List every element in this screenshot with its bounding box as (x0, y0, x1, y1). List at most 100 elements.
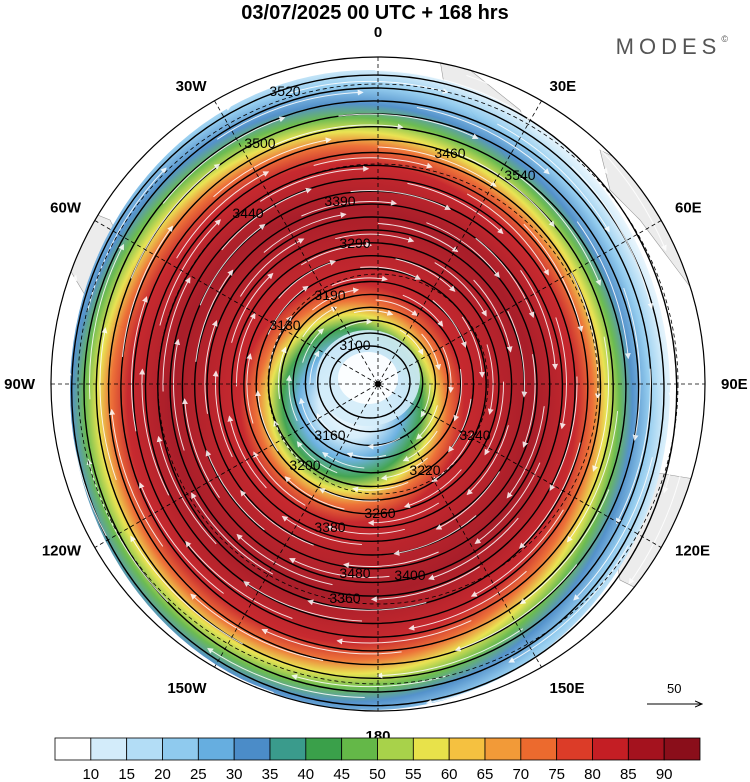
contour-label: 3160 (314, 427, 345, 443)
colorbar-swatch (448, 737, 486, 761)
streamline (65, 369, 107, 537)
lon-label-90w: 90W (4, 376, 36, 393)
streamline (221, 187, 312, 251)
streamline (416, 107, 550, 175)
streamline (181, 398, 220, 498)
contour-label: 3290 (339, 235, 370, 251)
streamline (375, 70, 533, 121)
streamline (162, 116, 286, 204)
streamline (285, 374, 298, 422)
colorbar-swatch (269, 737, 307, 761)
streamline (173, 338, 185, 451)
streamline (428, 517, 519, 581)
streamline (431, 433, 473, 483)
streamline (99, 327, 117, 481)
streamline (236, 533, 333, 586)
contour-label: 3240 (459, 427, 490, 443)
contour-line (317, 332, 424, 433)
colorbar-tick-label: 55 (405, 766, 422, 782)
streamline (227, 415, 267, 489)
streamline (132, 593, 274, 694)
streamline (289, 80, 449, 94)
streamline (191, 492, 274, 575)
colorbar-swatch (233, 737, 271, 761)
streamline (199, 224, 266, 306)
streamline (508, 545, 629, 663)
streamline (573, 457, 653, 601)
colorbar-tick-label: 20 (154, 766, 171, 782)
streamline (623, 287, 641, 441)
streamline (616, 368, 651, 525)
colorbar-swatch (556, 737, 593, 761)
contour-line (243, 254, 500, 515)
contour-line (292, 306, 449, 460)
streamline (339, 318, 373, 331)
contour-label: 3460 (434, 145, 465, 161)
streamline (212, 370, 233, 458)
streamline (367, 437, 401, 450)
streamline (402, 294, 444, 327)
contour-line (71, 74, 678, 707)
contour-label: 3360 (329, 590, 360, 606)
streamline (277, 346, 287, 399)
streamline (281, 515, 362, 545)
streamline (263, 212, 347, 253)
reference-vector: 50 (647, 681, 702, 704)
colorbar-swatch (663, 737, 701, 761)
streamline (139, 368, 170, 496)
streamline (316, 412, 341, 439)
contour-label: 3390 (324, 193, 355, 209)
streamline (662, 316, 683, 494)
streamline (296, 441, 338, 474)
colorbar-tick-label: 70 (512, 766, 529, 782)
streamline (486, 344, 494, 415)
streamline (254, 390, 279, 452)
streamline (109, 408, 164, 547)
lon-label-90e: 90E (721, 376, 748, 393)
streamline (426, 222, 500, 278)
streamline (130, 535, 243, 645)
colorbar-tick-label: 15 (118, 766, 135, 782)
streamline (576, 221, 631, 360)
streamline (520, 270, 559, 370)
streamline (261, 629, 402, 655)
streamline (246, 353, 254, 424)
lon-label-120w: 120W (42, 543, 82, 560)
contour-label: 3400 (394, 567, 425, 583)
streamline (432, 300, 467, 348)
streamline (473, 279, 513, 353)
streamline (343, 551, 439, 569)
streamline (207, 647, 365, 698)
colorbar: 10 15 20 25 30 35 40 45 50 55 60 65 70 75 80 85 90 (54, 737, 701, 782)
streamline (360, 266, 422, 280)
colorbar-swatch (341, 737, 378, 761)
colorbar-tick-label: 30 (226, 766, 243, 782)
contour-line (194, 203, 551, 570)
streamline (216, 89, 364, 140)
streamline (367, 502, 440, 526)
contour-labels: 3520 3540 3500 3460 3440 3390 3290 3190 3130 3100… (232, 83, 535, 606)
streamline (235, 312, 256, 387)
streamline (497, 123, 610, 233)
streamline (549, 376, 578, 491)
colorbar-swatch (592, 737, 629, 761)
streamline (555, 317, 567, 430)
streamline (352, 481, 409, 493)
colorbar-tick-label: 65 (477, 766, 494, 782)
contour-line (206, 216, 538, 556)
streamline (466, 425, 509, 496)
streamline (522, 354, 536, 448)
colorbar-swatch (520, 737, 558, 761)
streamline (507, 310, 528, 398)
contour-line (329, 345, 411, 419)
contour-label: 3520 (269, 83, 300, 99)
streamline (312, 287, 360, 311)
streamline (278, 259, 337, 299)
streamline (380, 457, 428, 481)
streamline (331, 275, 388, 287)
lon-label-60e: 60E (675, 200, 702, 217)
streamline (302, 328, 325, 363)
streamline (403, 469, 462, 509)
streamline (516, 174, 602, 286)
